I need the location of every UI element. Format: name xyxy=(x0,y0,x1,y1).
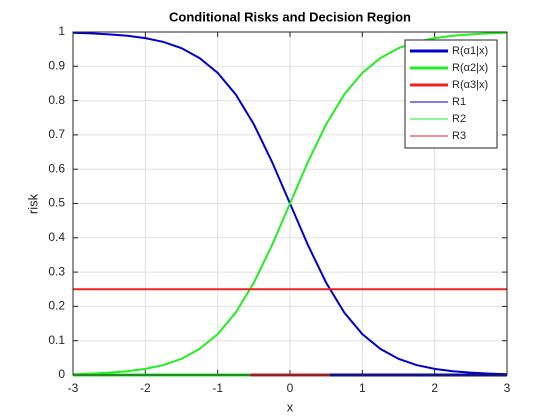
axes-box xyxy=(72,31,508,376)
x-tick-label: 3 xyxy=(504,381,511,395)
y-tick-label: 0.6 xyxy=(48,161,65,175)
y-tick-label: 0.3 xyxy=(48,264,65,278)
y-tick-label: 0 xyxy=(58,367,65,381)
x-tick-label: -1 xyxy=(212,381,223,395)
x-tick-label: -3 xyxy=(68,381,79,395)
y-tick-label: 0.2 xyxy=(48,299,65,313)
y-tick-label: 0.1 xyxy=(48,333,65,347)
chart-title: Conditional Risks and Decision Region xyxy=(169,9,411,24)
y-tick-label: 0.7 xyxy=(48,127,65,141)
legend-label: R(α1|x) xyxy=(452,45,488,57)
legend-label: R(α2|x) xyxy=(452,62,488,74)
legend-label: R3 xyxy=(452,130,466,142)
y-axis-label: risk xyxy=(25,193,40,214)
y-tick-label: 0.8 xyxy=(48,93,65,107)
legend-box xyxy=(404,39,498,149)
y-tick-label: 0.4 xyxy=(48,230,65,244)
x-tick-label: -2 xyxy=(140,381,151,395)
x-tick-label: 2 xyxy=(431,381,438,395)
y-tick-label: 0.9 xyxy=(48,58,65,72)
legend: R(α1|x) R(α2|x) R(α3|x) R1 R2 R3 xyxy=(404,39,498,149)
x-axis-label: x xyxy=(287,399,294,414)
y-tick-label: 1 xyxy=(58,24,65,38)
legend-label: R(α3|x) xyxy=(452,79,488,91)
legend-label: R2 xyxy=(452,113,466,125)
x-tick-label: 0 xyxy=(287,381,294,395)
y-tick-label: 0.5 xyxy=(48,196,65,210)
legend-label: R1 xyxy=(452,96,466,108)
series-line xyxy=(72,31,508,376)
x-tick-label: 1 xyxy=(359,381,366,395)
